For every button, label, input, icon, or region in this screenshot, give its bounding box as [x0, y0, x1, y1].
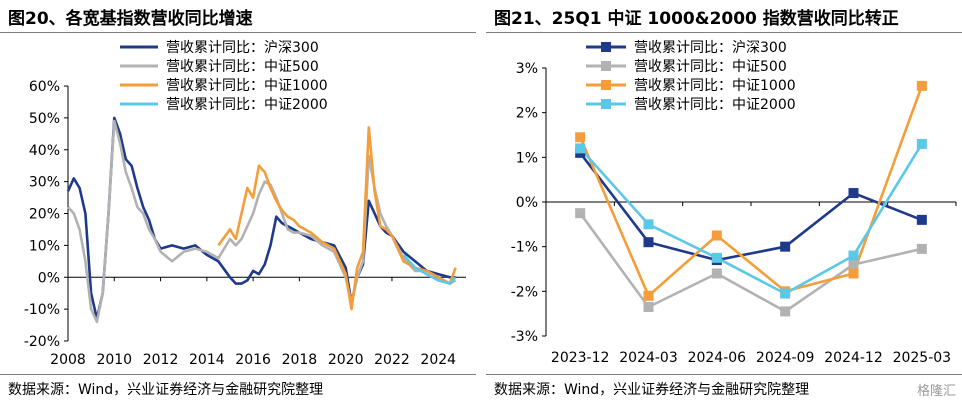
series-line-2	[217, 126, 457, 311]
series-0-point-marker	[643, 237, 654, 248]
series-1-point-marker	[780, 306, 791, 317]
x-tick-label: 2024-06	[688, 350, 747, 366]
series-0-point-marker	[916, 214, 927, 225]
legend-marker	[601, 80, 611, 90]
left-chart-panel: 图20、各宽基指数营收同比增速 60% 50% 40% 30% 20% 10% 0% -10%…	[0, 0, 476, 403]
series-3-point-marker	[848, 250, 859, 261]
x-tick-label: 2020	[328, 352, 364, 368]
y-tick-label: 1%	[516, 150, 538, 166]
legend-label: 营收累计同比：中证1000	[634, 78, 796, 94]
series-2-point-marker	[848, 268, 859, 279]
y-tick-label: 0%	[38, 270, 60, 286]
series-3-point-marker	[643, 219, 654, 230]
y-tick-label: -20%	[24, 334, 60, 350]
y-tick-label: -1%	[511, 240, 538, 256]
series-0-point-marker	[848, 188, 859, 199]
legend-label: 营收累计同比：中证2000	[166, 97, 328, 113]
legend-label: 营收累计同比：沪深300	[166, 40, 319, 56]
y-tick-label: -2%	[511, 284, 538, 300]
left-source-note: 数据来源：Wind，兴业证券经济与金融研究院整理	[8, 382, 324, 398]
x-tick-label: 2018	[282, 352, 318, 368]
x-tick-label: 2014	[189, 352, 225, 368]
legend-marker	[601, 42, 611, 52]
series-line-3	[402, 254, 457, 285]
x-tick-label: 2016	[235, 352, 271, 368]
series-3-point-marker	[780, 288, 791, 299]
series-3-point-marker	[711, 252, 722, 263]
series-1-point-marker	[848, 259, 859, 270]
series-3-point-marker	[575, 143, 586, 154]
y-tick-label: 30%	[29, 175, 60, 191]
series-1-point-marker	[575, 208, 586, 219]
legend-label: 营收累计同比：沪深300	[634, 40, 787, 56]
y-tick-label: 20%	[29, 207, 60, 223]
series-3-point-marker	[916, 138, 927, 149]
right-chart-title: 图21、25Q1 中证 1000&2000 指数营收同比转正	[494, 9, 899, 29]
legend-label: 营收累计同比：中证2000	[634, 97, 796, 113]
left-title-rule	[0, 32, 476, 33]
legend-label: 营收累计同比：中证1000	[166, 78, 328, 94]
x-tick-label: 2023-12	[551, 350, 610, 366]
series-2-point-marker	[643, 290, 654, 301]
y-tick-label: 60%	[29, 79, 60, 95]
legend-label: 营收累计同比：中证500	[166, 59, 319, 75]
y-tick-label: 40%	[29, 143, 60, 159]
x-tick-label: 2024-03	[619, 350, 678, 366]
y-tick-label: 50%	[29, 111, 60, 127]
series-line-0	[66, 116, 456, 320]
series-line-2	[579, 85, 924, 298]
x-tick-label: 2025-03	[893, 350, 952, 366]
x-tick-label: 2010	[96, 352, 132, 368]
left-line-chart: 60% 50% 40% 30% 20% 10% 0% -10% -20% 2008 2010 2012…	[24, 40, 466, 368]
y-tick-label: 10%	[29, 238, 60, 254]
left-source-rule	[0, 374, 476, 375]
y-tick-label: -3%	[511, 329, 538, 345]
x-tick-label: 2024	[420, 352, 456, 368]
series-2-point-marker	[916, 80, 927, 91]
x-tick-label: 2022	[374, 352, 410, 368]
series-line-1	[67, 119, 457, 324]
series-0-point-marker	[780, 241, 791, 252]
series-2-point-marker	[711, 230, 722, 241]
x-tick-label: 2012	[143, 352, 179, 368]
series-2-point-marker	[575, 132, 586, 143]
y-tick-label: 2%	[516, 106, 538, 122]
y-tick-label: -10%	[24, 302, 60, 318]
watermark-logo: 格隆汇	[916, 384, 956, 399]
y-tick-label: 3%	[516, 61, 538, 77]
right-line-chart: 3% 2% 1% 0% -1% -2% -3% 2023-12 2024-03 2024-06 20…	[511, 40, 957, 366]
x-tick-label: 2008	[50, 352, 86, 368]
right-title-rule	[486, 32, 962, 33]
series-1-point-marker	[711, 268, 722, 279]
right-chart-panel: 图21、25Q1 中证 1000&2000 指数营收同比转正 3% 2% 1% 0% -…	[486, 0, 962, 403]
legend-marker	[601, 99, 611, 109]
x-tick-label: 2024-09	[756, 350, 815, 366]
series-line-3	[579, 143, 923, 295]
series-1-point-marker	[916, 243, 927, 254]
right-source-note: 数据来源：Wind，兴业证券经济与金融研究院整理	[494, 382, 810, 398]
series-1-point-marker	[643, 301, 654, 312]
right-source-rule	[486, 374, 962, 375]
legend-marker	[601, 61, 611, 71]
left-chart-title: 图20、各宽基指数营收同比增速	[8, 9, 253, 29]
series-line-1	[579, 212, 923, 313]
x-tick-label: 2024-12	[824, 350, 883, 366]
y-tick-label: 0%	[516, 195, 538, 211]
legend-label: 营收累计同比：中证500	[634, 59, 787, 75]
series-line-0	[579, 152, 923, 262]
